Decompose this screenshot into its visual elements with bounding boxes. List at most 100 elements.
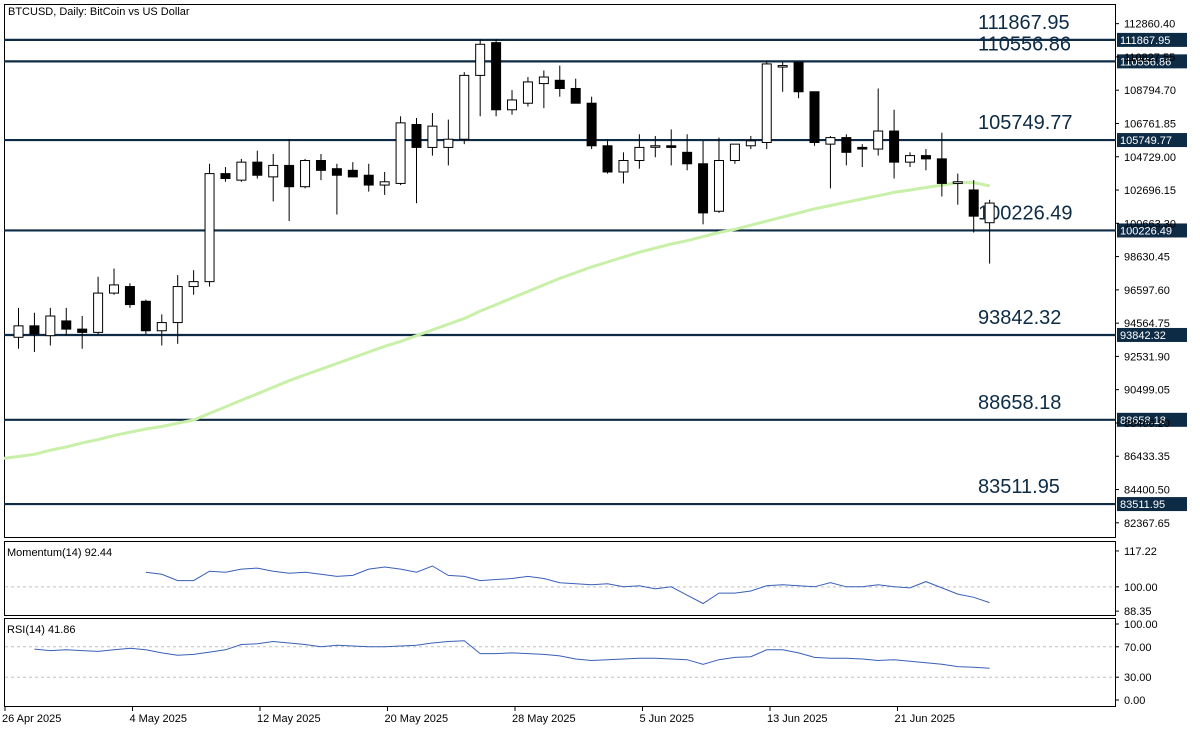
candle-body-bear [77, 328, 88, 333]
date-tick-label: 28 May 2025 [512, 713, 576, 725]
candle [634, 134, 645, 169]
candle-body-bull [729, 143, 740, 162]
rsi-line [34, 640, 990, 669]
level-value-label: 105749.77 [978, 112, 1073, 134]
candle [713, 137, 724, 213]
candle-body-bull [45, 315, 56, 337]
candle [140, 299, 151, 335]
date-tick-label: 4 May 2025 [130, 713, 187, 725]
candle-body-bear [809, 91, 820, 144]
momentum-tick-label: 117.22 [1124, 546, 1157, 558]
price-tick-label: 90499.05 [1124, 385, 1170, 397]
momentum-tick-label: 88.35 [1124, 606, 1152, 618]
candle [109, 268, 120, 295]
candle [507, 90, 518, 115]
momentum-indicator: 117.22 100.00 88.35 [5, 546, 1158, 618]
momentum-line [145, 565, 990, 605]
candle [936, 132, 947, 197]
candle-body-bear [220, 173, 231, 180]
level-price-tag-text: 105749.77 [1120, 135, 1172, 147]
moving-average [3, 181, 990, 460]
candle-body-bull [952, 181, 963, 184]
momentum-label: Momentum(14) 92.44 [7, 547, 112, 559]
price-tick-label: 110827.55 [1124, 52, 1175, 64]
candle [745, 135, 756, 150]
date-axis: 26 Apr 2025 4 May 2025 12 May 2025 20 May 2… [2, 706, 955, 725]
candle-body-bull [713, 160, 724, 212]
momentum-tick-label: 100.00 [1124, 582, 1158, 594]
candle [443, 119, 454, 166]
price-tick-label: 106761.85 [1124, 118, 1176, 130]
candle-body-bear [857, 146, 868, 150]
candle-body-bull [777, 65, 788, 68]
candle-body-bull [761, 63, 772, 144]
candle [809, 91, 820, 146]
price-tick-label: 100663.30 [1124, 218, 1176, 230]
candlesticks [13, 39, 995, 353]
price-tick-label: 94564.75 [1124, 318, 1170, 330]
rsi-tick-label: 100.00 [1124, 619, 1158, 631]
candle-body-bear [682, 151, 693, 165]
candle [156, 314, 167, 346]
candle [347, 162, 358, 178]
moving-average-line [3, 181, 990, 460]
candle-body-bear [570, 87, 581, 104]
level-price-tag-text: 93842.32 [1120, 330, 1166, 342]
candle-body-bull [618, 160, 629, 173]
candle-body-bull [650, 145, 661, 148]
candle [363, 163, 374, 192]
candle-body-bull [268, 164, 279, 178]
price-tick-label: 82367.65 [1124, 518, 1170, 530]
candle-body-bull [507, 99, 518, 111]
candle [920, 149, 931, 171]
date-tick-label: 5 Jun 2025 [640, 713, 694, 725]
candle-body-bull [93, 292, 104, 333]
candle [284, 139, 295, 222]
candle-body-bear [793, 61, 804, 93]
candle-body-bull [745, 140, 756, 147]
momentum-panel-frame [4, 541, 1116, 616]
candle-body-bear [363, 174, 374, 186]
candle [570, 78, 581, 104]
candle [93, 276, 104, 335]
candle [124, 283, 135, 308]
candle [761, 60, 772, 150]
candle [188, 270, 199, 295]
level-price-tag [1117, 412, 1187, 427]
candle-body-bull [188, 281, 199, 288]
candle-body-bull [634, 146, 645, 162]
candle [411, 117, 422, 204]
candle-body-bear [602, 145, 613, 173]
candle-body-bull [379, 181, 390, 186]
candle-body-bull [873, 130, 884, 150]
candle-body-bear [586, 102, 597, 147]
rsi-tick-label: 70.00 [1124, 642, 1152, 654]
candle-body-bull [300, 160, 311, 188]
candle-body-bear [554, 79, 565, 89]
candle-body-bear [968, 189, 979, 217]
price-tick-label: 96597.60 [1124, 285, 1170, 297]
rsi-label: RSI(14) 41.86 [7, 624, 75, 636]
level-price-tag [1117, 327, 1187, 342]
candle [554, 65, 565, 97]
price-tick-label: 108794.70 [1124, 85, 1176, 97]
candle [13, 307, 24, 349]
candle-body-bull [475, 43, 486, 76]
date-tick-label: 20 May 2025 [385, 713, 449, 725]
price-tick-label: 112860.40 [1124, 19, 1175, 31]
candle [475, 39, 486, 117]
level-price-tag [1117, 497, 1187, 512]
rsi-indicator: 100.00 70.00 30.00 0.00 [5, 619, 1158, 707]
candle-body-bull [13, 325, 24, 338]
level-price-tag-text: 88658.18 [1120, 415, 1166, 427]
candle-body-bear [936, 158, 947, 184]
candle-body-bull [825, 137, 836, 145]
candle [682, 134, 693, 171]
candle-body-bull [984, 202, 995, 224]
level-value-label: 93842.32 [978, 307, 1061, 329]
candle-body-bear [491, 42, 502, 111]
candle-body-bear [411, 123, 422, 148]
candle [29, 312, 40, 353]
